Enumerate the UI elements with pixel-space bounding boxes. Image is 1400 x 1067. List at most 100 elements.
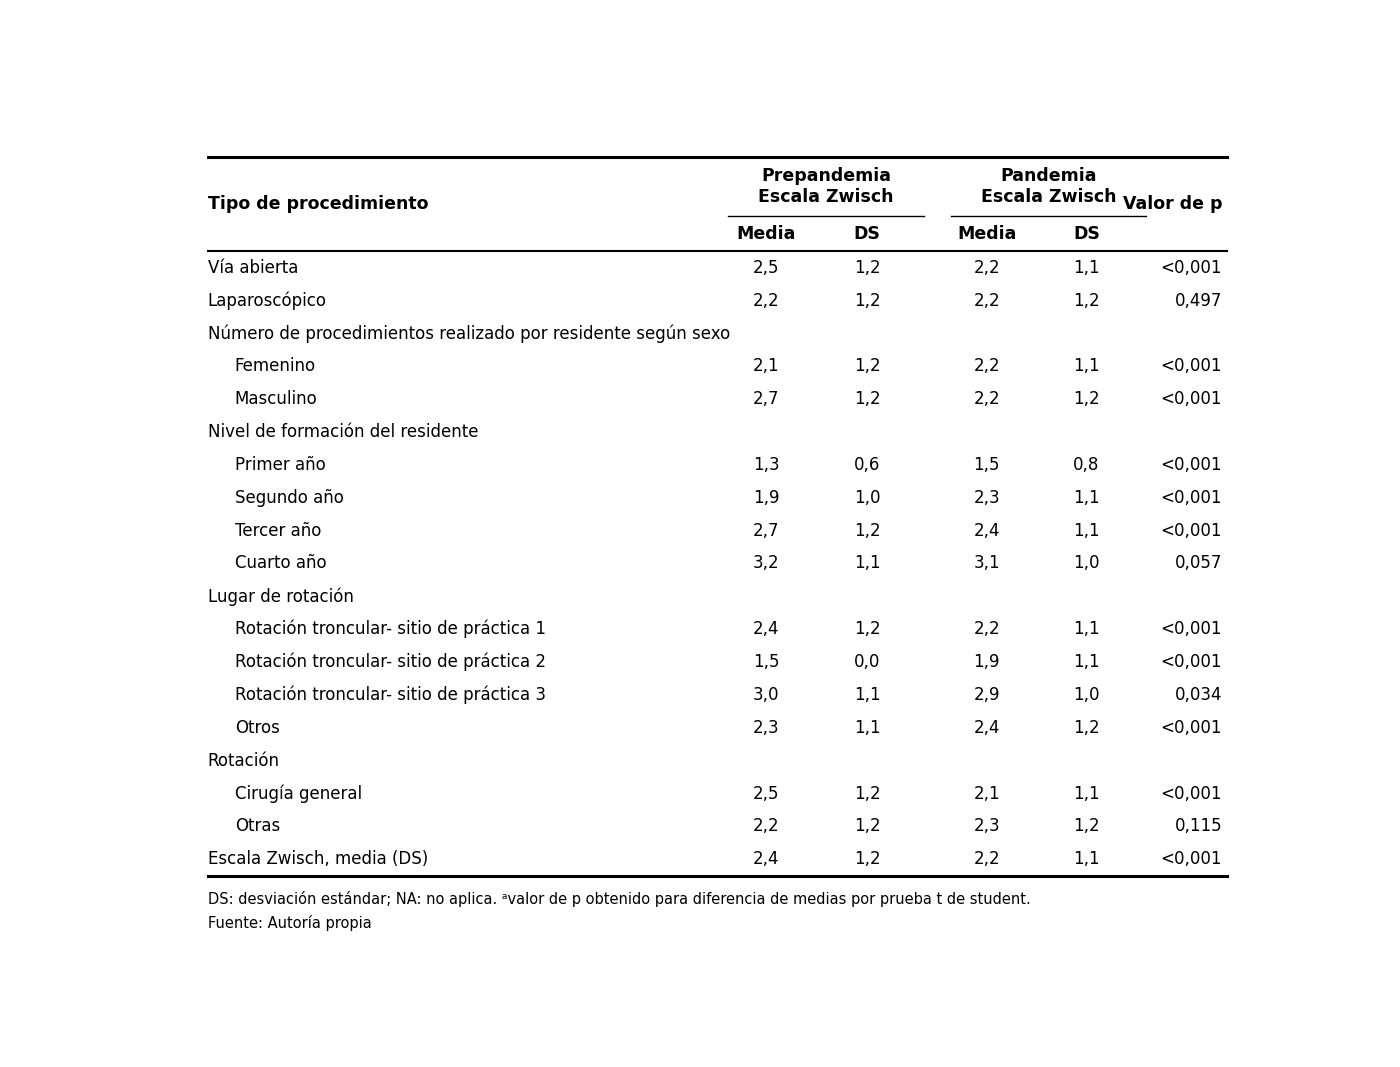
Text: Tercer año: Tercer año [235, 522, 321, 540]
Text: Segundo año: Segundo año [235, 489, 343, 507]
Text: 1,1: 1,1 [1072, 357, 1100, 376]
Text: Fuente: Autoría propia: Fuente: Autoría propia [207, 915, 371, 931]
Text: 1,1: 1,1 [1072, 620, 1100, 638]
Text: 1,1: 1,1 [1072, 522, 1100, 540]
Text: 2,9: 2,9 [973, 686, 1000, 704]
Text: Tipo de procedimiento: Tipo de procedimiento [207, 195, 428, 213]
Text: 1,1: 1,1 [1072, 784, 1100, 802]
Text: <0,001: <0,001 [1161, 653, 1222, 671]
Text: Rotación troncular- sitio de práctica 3: Rotación troncular- sitio de práctica 3 [235, 686, 546, 704]
Text: 2,2: 2,2 [973, 391, 1000, 409]
Text: 3,0: 3,0 [753, 686, 780, 704]
Text: 1,1: 1,1 [1072, 258, 1100, 276]
Text: <0,001: <0,001 [1161, 391, 1222, 409]
Text: 1,1: 1,1 [1072, 489, 1100, 507]
Text: 1,9: 1,9 [753, 489, 780, 507]
Text: <0,001: <0,001 [1161, 357, 1222, 376]
Text: Pandemia
Escala Zwisch: Pandemia Escala Zwisch [980, 166, 1116, 206]
Text: Otras: Otras [235, 817, 280, 835]
Text: Rotación troncular- sitio de práctica 1: Rotación troncular- sitio de práctica 1 [235, 620, 546, 638]
Text: 2,7: 2,7 [753, 391, 780, 409]
Text: DS: DS [1072, 225, 1100, 242]
Text: 3,1: 3,1 [973, 555, 1000, 573]
Text: 1,2: 1,2 [1072, 291, 1100, 309]
Text: <0,001: <0,001 [1161, 850, 1222, 869]
Text: 0,8: 0,8 [1074, 456, 1099, 474]
Text: 2,4: 2,4 [973, 719, 1000, 737]
Text: Cirugía general: Cirugía general [235, 784, 361, 802]
Text: 1,2: 1,2 [854, 620, 881, 638]
Text: 1,2: 1,2 [1072, 817, 1100, 835]
Text: Prepandemia
Escala Zwisch: Prepandemia Escala Zwisch [759, 166, 893, 206]
Text: 1,5: 1,5 [753, 653, 780, 671]
Text: Laparoscópico: Laparoscópico [207, 291, 326, 309]
Text: 0,497: 0,497 [1175, 291, 1222, 309]
Text: 2,2: 2,2 [973, 357, 1000, 376]
Text: <0,001: <0,001 [1161, 456, 1222, 474]
Text: 0,057: 0,057 [1175, 555, 1222, 573]
Text: 2,4: 2,4 [753, 850, 780, 869]
Text: <0,001: <0,001 [1161, 719, 1222, 737]
Text: 1,1: 1,1 [854, 686, 881, 704]
Text: Media: Media [956, 225, 1016, 242]
Text: 1,5: 1,5 [973, 456, 1000, 474]
Text: <0,001: <0,001 [1161, 489, 1222, 507]
Text: 1,1: 1,1 [854, 555, 881, 573]
Text: Nivel de formación del residente: Nivel de formación del residente [207, 423, 477, 441]
Text: 0,115: 0,115 [1175, 817, 1222, 835]
Text: DS: DS [854, 225, 881, 242]
Text: 1,2: 1,2 [854, 850, 881, 869]
Text: <0,001: <0,001 [1161, 258, 1222, 276]
Text: 0,034: 0,034 [1175, 686, 1222, 704]
Text: 1,9: 1,9 [973, 653, 1000, 671]
Text: Media: Media [736, 225, 797, 242]
Text: Rotación troncular- sitio de práctica 2: Rotación troncular- sitio de práctica 2 [235, 653, 546, 671]
Text: 2,2: 2,2 [973, 620, 1000, 638]
Text: Cuarto año: Cuarto año [235, 555, 326, 573]
Text: 0,0: 0,0 [854, 653, 881, 671]
Text: 1,1: 1,1 [854, 719, 881, 737]
Text: 1,2: 1,2 [854, 784, 881, 802]
Text: 2,2: 2,2 [753, 291, 780, 309]
Text: Valor de p: Valor de p [1123, 195, 1222, 213]
Text: 1,2: 1,2 [1072, 719, 1100, 737]
Text: Vía abierta: Vía abierta [207, 258, 298, 276]
Text: 1,3: 1,3 [753, 456, 780, 474]
Text: 2,2: 2,2 [973, 850, 1000, 869]
Text: DS: desviación estándar; NA: no aplica. ᵃvalor de p obtenido para diferencia de : DS: desviación estándar; NA: no aplica. … [207, 891, 1030, 907]
Text: 2,1: 2,1 [973, 784, 1000, 802]
Text: 1,0: 1,0 [854, 489, 881, 507]
Text: Lugar de rotación: Lugar de rotación [207, 587, 353, 606]
Text: 2,3: 2,3 [973, 817, 1000, 835]
Text: Otros: Otros [235, 719, 280, 737]
Text: <0,001: <0,001 [1161, 620, 1222, 638]
Text: 1,2: 1,2 [854, 291, 881, 309]
Text: 1,2: 1,2 [854, 258, 881, 276]
Text: 1,0: 1,0 [1074, 555, 1099, 573]
Text: 2,3: 2,3 [753, 719, 780, 737]
Text: 3,2: 3,2 [753, 555, 780, 573]
Text: 0,6: 0,6 [854, 456, 881, 474]
Text: 1,2: 1,2 [854, 522, 881, 540]
Text: <0,001: <0,001 [1161, 784, 1222, 802]
Text: 2,5: 2,5 [753, 258, 780, 276]
Text: 2,7: 2,7 [753, 522, 780, 540]
Text: 1,2: 1,2 [854, 357, 881, 376]
Text: 2,2: 2,2 [973, 291, 1000, 309]
Text: 2,4: 2,4 [973, 522, 1000, 540]
Text: 1,2: 1,2 [1072, 391, 1100, 409]
Text: Número de procedimientos realizado por residente según sexo: Número de procedimientos realizado por r… [207, 324, 729, 343]
Text: Rotación: Rotación [207, 751, 280, 769]
Text: <0,001: <0,001 [1161, 522, 1222, 540]
Text: 2,4: 2,4 [753, 620, 780, 638]
Text: 2,5: 2,5 [753, 784, 780, 802]
Text: 1,1: 1,1 [1072, 653, 1100, 671]
Text: Primer año: Primer año [235, 456, 325, 474]
Text: 1,1: 1,1 [1072, 850, 1100, 869]
Text: 1,0: 1,0 [1074, 686, 1099, 704]
Text: Femenino: Femenino [235, 357, 316, 376]
Text: Masculino: Masculino [235, 391, 318, 409]
Text: 2,3: 2,3 [973, 489, 1000, 507]
Text: 2,2: 2,2 [753, 817, 780, 835]
Text: 2,2: 2,2 [973, 258, 1000, 276]
